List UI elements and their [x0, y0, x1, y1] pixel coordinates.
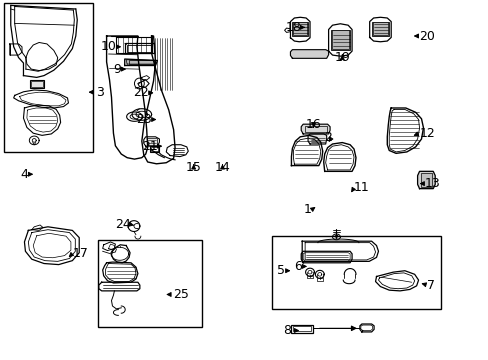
Bar — [149, 146, 159, 152]
Text: 22: 22 — [133, 86, 148, 99]
Text: 18: 18 — [285, 21, 301, 34]
Bar — [293, 22, 306, 35]
Text: 4: 4 — [20, 168, 28, 181]
Bar — [420, 173, 431, 187]
Text: 9: 9 — [113, 63, 121, 76]
Polygon shape — [301, 124, 329, 134]
Text: 17: 17 — [72, 247, 88, 260]
Text: 12: 12 — [419, 127, 434, 140]
Text: 7: 7 — [427, 279, 434, 292]
Text: 14: 14 — [214, 161, 230, 174]
Text: 1: 1 — [304, 203, 311, 216]
Bar — [4, 3, 93, 152]
Text: 13: 13 — [424, 177, 439, 190]
Text: 23: 23 — [136, 113, 151, 126]
Bar — [305, 126, 326, 132]
Bar — [146, 138, 157, 145]
Text: 6: 6 — [293, 260, 301, 273]
Polygon shape — [417, 171, 434, 189]
Bar — [291, 325, 312, 333]
Text: 3: 3 — [96, 86, 103, 99]
Polygon shape — [124, 59, 157, 66]
Bar — [30, 80, 44, 88]
Bar — [293, 326, 310, 331]
Bar — [31, 81, 43, 87]
Text: 10: 10 — [101, 40, 116, 53]
Bar — [271, 236, 440, 309]
Polygon shape — [307, 134, 326, 144]
Text: 15: 15 — [185, 161, 201, 174]
Bar — [124, 43, 154, 53]
Text: 5: 5 — [277, 264, 285, 277]
Text: 11: 11 — [353, 181, 369, 194]
Bar — [150, 147, 158, 151]
Bar — [126, 45, 152, 52]
Text: 24: 24 — [115, 218, 131, 231]
Text: 21: 21 — [142, 140, 157, 153]
Text: 19: 19 — [334, 51, 349, 64]
Bar — [98, 240, 202, 327]
Bar — [129, 60, 153, 64]
Polygon shape — [126, 60, 155, 64]
Bar — [331, 30, 348, 49]
Text: 16: 16 — [305, 118, 321, 131]
Bar — [371, 22, 388, 36]
Polygon shape — [290, 50, 328, 58]
Text: 25: 25 — [173, 288, 188, 301]
Text: 2: 2 — [323, 131, 331, 144]
Bar — [372, 22, 387, 35]
Bar — [292, 22, 307, 36]
Bar — [330, 30, 349, 50]
Text: 20: 20 — [419, 30, 434, 42]
Text: 8: 8 — [283, 324, 291, 337]
